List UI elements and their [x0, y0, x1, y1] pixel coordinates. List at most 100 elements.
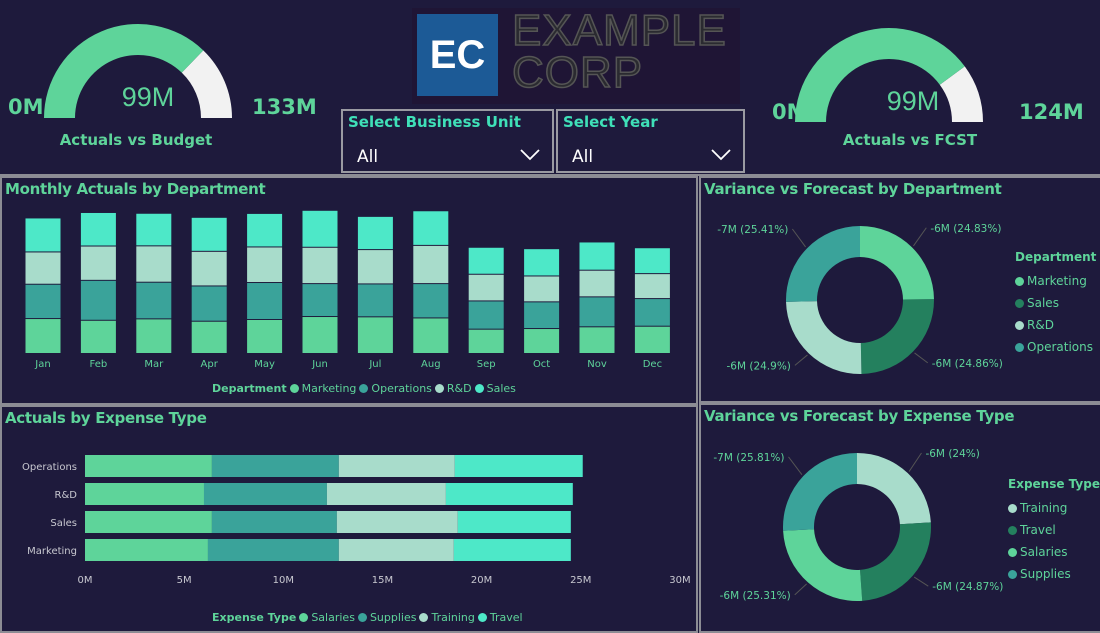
bar-segment-operations — [136, 282, 172, 319]
x-tick-label: Jan — [34, 359, 50, 370]
y-tick-label: Marketing — [27, 546, 77, 557]
leader-line — [794, 354, 808, 366]
x-tick-label: 30M — [669, 575, 690, 586]
x-tick-label: Nov — [587, 359, 607, 370]
donut-slice-travel — [860, 522, 931, 601]
bar-segment-sales — [191, 217, 227, 251]
gauge-fcst-title: Actuals vs FCST — [842, 131, 978, 149]
bar-segment-travel — [445, 483, 573, 505]
bar-segment-training — [326, 483, 446, 505]
leader-line — [913, 576, 929, 587]
bar-segment-training — [338, 539, 454, 561]
bar-segment-marketing — [136, 319, 172, 353]
bar-segment-rd — [247, 247, 283, 283]
leader-line — [788, 456, 803, 475]
chart-title: Variance vs Forecast by Department — [704, 180, 1002, 198]
gauge-budget-remaining — [181, 50, 232, 118]
bar-segment-marketing — [468, 329, 504, 353]
bar-segment-supplies — [211, 511, 337, 533]
chevron-down-icon[interactable] — [520, 149, 540, 161]
bar-segment-operations — [634, 299, 670, 326]
chart-title: Variance vs Forecast by Expense Type — [704, 407, 1015, 425]
donut-slice-supplies — [783, 453, 857, 531]
divider — [0, 174, 1100, 176]
bar-segment-marketing — [191, 321, 227, 353]
donut-slice-rd — [786, 301, 862, 374]
bar-segment-salaries — [85, 539, 208, 561]
bar-segment-sales — [579, 242, 615, 270]
bar-segment-rd — [524, 276, 560, 302]
chart-legend: Expense Type Training Travel Salaries Su… — [1008, 477, 1100, 581]
bar-segment-sales — [357, 216, 393, 250]
bar-segment-rd — [468, 274, 504, 301]
leader-line — [794, 583, 807, 596]
x-tick-label: Mar — [144, 359, 164, 370]
dept-donut: -6M (24.83%) -6M (24.86%) -6M (24.9%) -7M (… — [717, 223, 1003, 374]
bar-segment-marketing — [634, 326, 670, 353]
data-label: -7M (25.81%) — [713, 452, 784, 464]
bar-segment-salaries — [85, 455, 212, 477]
monthly-chart: Jan Feb Mar Apr May Jun Jul Aug Sep Oct Nov Dec — [25, 210, 670, 370]
bar-segment-operations — [468, 301, 504, 329]
bar-segment-operations — [25, 284, 61, 319]
business-unit-slicer[interactable]: Select Business Unit All — [341, 109, 554, 173]
donut-slice-salaries — [783, 529, 863, 601]
gauge-fcst-max: 124M — [1019, 100, 1084, 124]
x-tick-label: 5M — [177, 575, 192, 586]
variance-expense-panel: Variance vs Forecast by Expense Type -6M… — [699, 403, 1100, 633]
x-tick-label: 0M — [78, 575, 93, 586]
bar-segment-marketing — [247, 319, 283, 353]
data-label: -6M (24.87%) — [932, 581, 1003, 593]
gauge-fcst-value: 99M — [886, 86, 940, 116]
data-label: -6M (24.9%) — [726, 360, 790, 372]
chart-legend: Expense Type Salaries Supplies Training … — [212, 611, 523, 624]
chevron-down-icon[interactable] — [711, 149, 731, 161]
bar-segment-operations — [413, 284, 449, 318]
data-label: -6M (25.31%) — [720, 590, 791, 602]
bar-segment-rd — [191, 251, 227, 286]
bar-segment-marketing — [579, 327, 615, 353]
gauge-budget-min: 0M — [8, 95, 44, 119]
bar-segment-rd — [25, 252, 61, 284]
bar-segment-travel — [454, 455, 583, 477]
bar-segment-rd — [634, 274, 670, 299]
bar-segment-sales — [524, 249, 560, 276]
bar-segment-training — [338, 455, 455, 477]
gauge-fcst-fill — [795, 27, 965, 122]
monthly-actuals-panel: Monthly Actuals by Department Jan Feb Mar A… — [0, 176, 698, 405]
bar-segment-rd — [357, 250, 393, 284]
x-tick-label: Aug — [421, 359, 441, 370]
bar-segment-supplies — [211, 455, 339, 477]
gauge-budget-title: Actuals vs Budget — [59, 131, 213, 149]
x-tick-label: 15M — [372, 575, 393, 586]
gauge-budget-fill — [44, 24, 204, 118]
bar-segment-rd — [579, 270, 615, 297]
donut-slice-operations — [786, 226, 860, 302]
slicer-value: All — [357, 147, 379, 167]
bar-segment-rd — [413, 245, 449, 284]
data-label: -7M (25.41%) — [717, 224, 788, 236]
bar-segment-training — [336, 511, 458, 533]
bar-segment-sales — [247, 213, 283, 247]
bar-segment-marketing — [357, 317, 393, 353]
bar-segment-marketing — [80, 320, 116, 353]
x-tick-label: Apr — [201, 359, 219, 370]
bar-segment-rd — [136, 246, 172, 282]
logo-text: EXAMPLE CORP — [511, 6, 727, 97]
year-slicer[interactable]: Select Year All — [556, 109, 745, 173]
bar-segment-operations — [80, 280, 116, 320]
slicer-label: Select Business Unit — [348, 113, 521, 131]
chart-legend: Department Marketing Operations R&D Sale… — [212, 382, 516, 395]
x-tick-label: Oct — [533, 359, 550, 370]
x-tick-label: Sep — [477, 359, 496, 370]
x-tick-label: May — [254, 359, 275, 370]
bar-segment-marketing — [413, 318, 449, 353]
gauge-budget-value: 99M — [121, 82, 175, 112]
expense-chart: Operations R&D Sales Marketing 0M 5M 10M 15M 20M… — [22, 455, 691, 586]
bar-segment-travel — [457, 511, 571, 533]
data-label: -6M (24.83%) — [930, 223, 1001, 235]
bar-segment-salaries — [85, 511, 212, 533]
logo-badge: EC — [417, 14, 498, 96]
company-logo: EC EXAMPLE CORP — [412, 8, 740, 104]
data-label: -6M (24.86%) — [932, 358, 1003, 370]
